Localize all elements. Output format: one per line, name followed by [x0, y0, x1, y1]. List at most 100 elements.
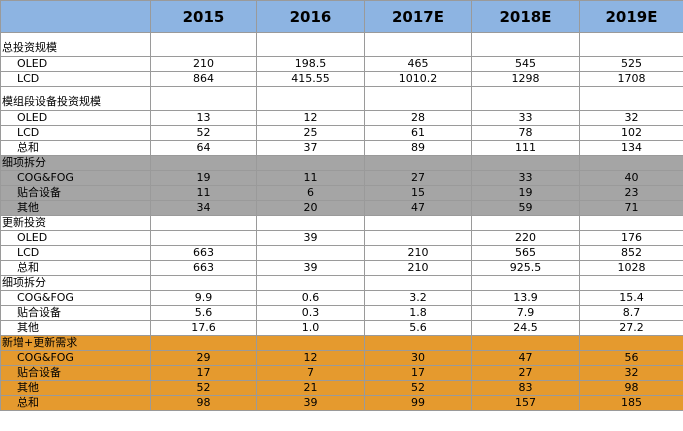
cell-value: 13.9 — [471, 290, 580, 306]
section-label: 细项拆分 — [0, 275, 151, 291]
table-row: COG&FOG 19 11 27 33 40 — [0, 170, 683, 186]
cell-value — [256, 245, 365, 261]
table-row: 贴合设备 5.6 0.3 1.8 7.9 8.7 — [0, 305, 683, 321]
section-row: 细项拆分 — [0, 155, 683, 171]
cell-value: 0.3 — [256, 305, 365, 321]
cell-value: 1298 — [471, 71, 580, 87]
cell-value — [256, 335, 365, 351]
row-label: 总和 — [0, 395, 151, 411]
cell-value — [471, 215, 580, 231]
cell-value: 102 — [579, 125, 683, 141]
cell-value: 21 — [256, 380, 365, 396]
cell-value — [150, 230, 257, 246]
cell-value: 24.5 — [471, 320, 580, 336]
header-year-2015: 2015 — [150, 0, 257, 33]
cell-value: 852 — [579, 245, 683, 261]
cell-value: 33 — [471, 110, 580, 126]
cell-value — [579, 335, 683, 351]
table-row: OLED 210 198.5 465 545 525 — [0, 56, 683, 72]
cell-value — [471, 275, 580, 291]
cell-value: 220 — [471, 230, 580, 246]
cell-value — [150, 86, 257, 111]
cell-value — [579, 32, 683, 57]
cell-value: 33 — [471, 170, 580, 186]
cell-value — [150, 335, 257, 351]
cell-value: 52 — [150, 125, 257, 141]
cell-value: 32 — [579, 365, 683, 381]
header-year-2017e: 2017E — [364, 0, 472, 33]
cell-value: 185 — [579, 395, 683, 411]
cell-value — [256, 215, 365, 231]
cell-value: 20 — [256, 200, 365, 216]
row-label: COG&FOG — [0, 290, 151, 306]
cell-value: 47 — [471, 350, 580, 366]
cell-value — [256, 86, 365, 111]
table-row: LCD 663 210 565 852 — [0, 245, 683, 261]
section-label: 更新投资 — [0, 215, 151, 231]
cell-value — [471, 155, 580, 171]
cell-value: 8.7 — [579, 305, 683, 321]
cell-value: 28 — [364, 110, 472, 126]
header-year-2016: 2016 — [256, 0, 365, 33]
section-row: 模组段设备投资规模 — [0, 86, 683, 111]
cell-value: 11 — [256, 170, 365, 186]
cell-value: 465 — [364, 56, 472, 72]
cell-value: 52 — [364, 380, 472, 396]
row-label: 其他 — [0, 320, 151, 336]
cell-value: 5.6 — [150, 305, 257, 321]
cell-value: 134 — [579, 140, 683, 156]
cell-value: 83 — [471, 380, 580, 396]
cell-value: 210 — [364, 245, 472, 261]
section-row: 新增+更新需求 — [0, 335, 683, 351]
table-row: OLED 13 12 28 33 32 — [0, 110, 683, 126]
cell-value: 525 — [579, 56, 683, 72]
row-label: 贴合设备 — [0, 365, 151, 381]
cell-value: 864 — [150, 71, 257, 87]
cell-value: 29 — [150, 350, 257, 366]
cell-value: 15 — [364, 185, 472, 201]
cell-value — [364, 215, 472, 231]
cell-value: 27 — [471, 365, 580, 381]
cell-value: 78 — [471, 125, 580, 141]
cell-value: 32 — [579, 110, 683, 126]
cell-value — [364, 32, 472, 57]
cell-value: 39 — [256, 395, 365, 411]
table-row: LCD 864 415.55 1010.2 1298 1708 — [0, 71, 683, 87]
cell-value — [364, 275, 472, 291]
cell-value: 198.5 — [256, 56, 365, 72]
cell-value: 663 — [150, 245, 257, 261]
table-row: 其他 52 21 52 83 98 — [0, 380, 683, 396]
header-year-2018e: 2018E — [471, 0, 580, 33]
cell-value: 98 — [150, 395, 257, 411]
table-row: 贴合设备 17 7 17 27 32 — [0, 365, 683, 381]
cell-value: 52 — [150, 380, 257, 396]
cell-value — [579, 86, 683, 111]
cell-value: 7.9 — [471, 305, 580, 321]
cell-value: 17 — [364, 365, 472, 381]
cell-value — [471, 32, 580, 57]
row-label: 其他 — [0, 200, 151, 216]
cell-value: 210 — [150, 56, 257, 72]
cell-value: 34 — [150, 200, 257, 216]
cell-value: 59 — [471, 200, 580, 216]
cell-value: 7 — [256, 365, 365, 381]
row-label: OLED — [0, 110, 151, 126]
cell-value: 1.8 — [364, 305, 472, 321]
section-row: 总投资规模 — [0, 32, 683, 57]
cell-value — [364, 86, 472, 111]
row-label: 总和 — [0, 260, 151, 276]
cell-value: 11 — [150, 185, 257, 201]
table-row: 总和 64 37 89 111 134 — [0, 140, 683, 156]
cell-value — [364, 230, 472, 246]
cell-value: 25 — [256, 125, 365, 141]
cell-value: 545 — [471, 56, 580, 72]
cell-value — [471, 335, 580, 351]
row-label: COG&FOG — [0, 350, 151, 366]
cell-value — [256, 275, 365, 291]
cell-value: 56 — [579, 350, 683, 366]
cell-value: 17.6 — [150, 320, 257, 336]
table-row: 贴合设备 11 6 15 19 23 — [0, 185, 683, 201]
section-label: 总投资规模 — [0, 32, 151, 57]
row-label: LCD — [0, 125, 151, 141]
cell-value: 0.6 — [256, 290, 365, 306]
